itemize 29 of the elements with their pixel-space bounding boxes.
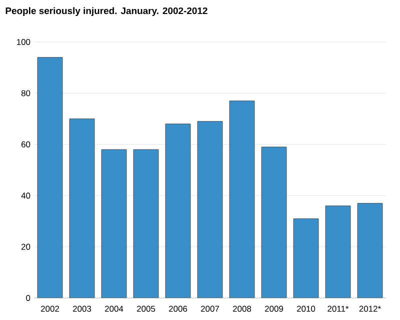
- bar: [37, 57, 63, 298]
- x-tick-label: 2008: [233, 306, 252, 312]
- bar: [101, 149, 127, 298]
- x-tick-label: 2011*: [328, 306, 349, 312]
- bar: [261, 146, 287, 298]
- y-tick-label: 0: [26, 295, 30, 301]
- x-tick-label: 2010: [297, 306, 316, 312]
- bar: [133, 149, 159, 298]
- x-tick-label: 2006: [169, 306, 188, 312]
- bar: [229, 100, 255, 298]
- x-tick-label: 2005: [137, 306, 156, 312]
- x-tick-label: 2007: [201, 306, 219, 312]
- x-tick-label: 2002: [41, 306, 59, 312]
- x-tick-label: 2012*: [359, 306, 381, 312]
- bar: [293, 218, 319, 298]
- y-tick-label: 60: [22, 141, 30, 148]
- bar: [325, 206, 351, 298]
- bar: [165, 124, 191, 298]
- x-tick-label: 2004: [105, 306, 124, 312]
- y-tick-label: 80: [21, 90, 30, 96]
- chart-title: People seriously injured. January. 2002-2012: [6, 7, 208, 16]
- y-tick-label: 40: [21, 192, 30, 199]
- y-tick-label: 20: [21, 244, 30, 250]
- y-tick-label: 100: [16, 39, 30, 45]
- x-tick-label: 2009: [265, 306, 284, 312]
- x-tick-label: 2003: [73, 306, 92, 312]
- bar: [357, 203, 383, 298]
- bar: [69, 118, 95, 298]
- bar: [197, 121, 223, 298]
